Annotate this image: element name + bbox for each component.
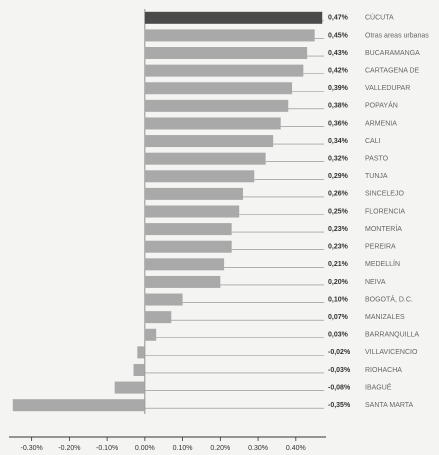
category-label: CALI [365,138,381,145]
category-label: MONTERÍA [365,224,402,233]
bar [144,117,281,130]
category-label: BOGOTÁ, D.C. [365,294,413,303]
value-label: 0,10% [328,296,349,303]
value-label: 0,07% [328,314,349,321]
category-label: VILLAVICENCIO [365,349,418,356]
category-label: PASTO [365,156,389,163]
bar [144,99,289,112]
value-label: 0,23% [328,244,349,251]
x-tick-label: -0.10% [96,445,118,452]
bar [144,223,232,236]
bar [144,29,315,42]
value-label: -0,02% [328,349,351,356]
value-label: 0,29% [328,173,349,180]
bar [144,47,308,60]
value-label: 0,34% [328,138,349,145]
value-label: -0,35% [328,402,351,409]
category-label: ARMENIA [365,120,397,127]
category-label: SINCELEJO [365,191,404,198]
bar [114,381,145,394]
bar [144,205,240,218]
category-label: PEREIRA [365,244,396,251]
bar [144,170,255,183]
bar [144,311,172,324]
bar [144,328,157,341]
category-label: CÚCUTA [365,13,394,22]
value-label: 0,43% [328,50,349,57]
category-label: IBAGUÉ [365,382,392,391]
x-tick-label: -0.20% [58,445,80,452]
bar [144,258,225,271]
bar [144,82,293,95]
category-label: MEDELLÍN [365,259,400,268]
bar [137,346,145,359]
bar [144,240,232,253]
value-label: 0,39% [328,85,349,92]
category-label: NEIVA [365,279,386,286]
bar [144,152,266,165]
category-label: BARRANQUILLA [365,332,419,339]
value-label: 0,20% [328,279,349,286]
category-label: SANTA MARTA [365,402,414,409]
value-label: 0,21% [328,261,349,268]
x-tick-label: 0.40% [286,445,306,452]
category-label: TUNJA [365,173,388,180]
x-tick-label: 0.10% [173,445,193,452]
bar [144,64,304,77]
bar [144,135,274,148]
category-label: BUCARAMANGA [365,50,420,57]
value-label: 0,38% [328,103,349,110]
x-tick-label: 0.30% [248,445,268,452]
bar [12,399,145,412]
category-label: CARTAGENA DE [365,67,420,74]
bar [144,11,323,24]
bar [144,275,221,288]
value-label: 0,42% [328,67,349,74]
category-label: FLORENCIA [365,208,405,215]
value-label: -0,03% [328,367,351,374]
bar [144,187,243,200]
value-label: 0,23% [328,226,349,233]
category-label: RIOHACHA [365,367,402,374]
category-label: Otras areas urbanas [365,32,429,39]
x-tick-label: 0.20% [210,445,230,452]
x-tick-label: 0.00% [135,445,155,452]
value-label: 0,25% [328,208,349,215]
value-label: 0,36% [328,120,349,127]
value-label: -0,08% [328,384,351,391]
value-label: 0,45% [328,32,349,39]
value-label: 0,26% [328,191,349,198]
category-label: MANIZALES [365,314,405,321]
value-label: 0,47% [328,15,349,22]
value-label: 0,32% [328,156,349,163]
category-label: POPAYÁN [365,101,398,110]
value-label: 0,03% [328,332,349,339]
category-label: VALLEDUPAR [365,85,410,92]
bar [144,293,183,306]
bar [133,363,145,376]
x-tick-label: -0.30% [21,445,43,452]
